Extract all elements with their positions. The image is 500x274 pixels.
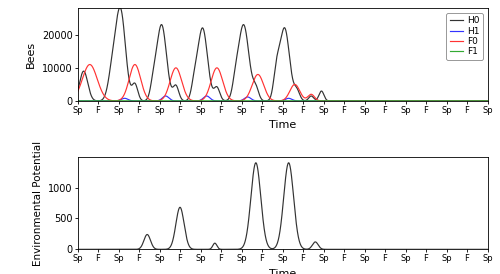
H1 [162,94,168,98]
F0 [250,81,256,84]
H1 [412,99,418,102]
Y-axis label: Environmental Potential: Environmental Potential [32,140,42,266]
Line: H1: H1 [78,96,488,101]
Legend: H0, H1, F0, F1: H0, H1, F0, F1 [446,13,483,60]
F1 [372,99,378,102]
F0 [482,99,488,102]
Line: F0: F0 [78,64,488,101]
H1 [74,99,80,102]
F0 [372,99,378,102]
F0 [74,90,80,93]
H0 [117,6,123,9]
H1 [472,99,478,102]
F1 [246,99,252,102]
F0 [270,98,276,101]
F1 [74,99,80,102]
H1 [372,99,378,102]
X-axis label: Time: Time [269,120,296,130]
F0 [247,89,253,93]
H0 [484,99,490,102]
H0 [452,99,458,102]
F1 [452,99,458,102]
H1 [484,99,490,102]
H1 [250,98,256,102]
F1 [484,99,490,102]
F1 [472,99,478,102]
F1 [250,99,256,102]
H0 [472,99,478,102]
H0 [247,60,253,63]
H0 [250,77,256,80]
H1 [452,99,458,102]
F0 [472,99,478,102]
Line: H0: H0 [78,7,488,101]
F0 [484,99,490,102]
H0 [270,87,276,90]
F0 [452,99,458,102]
F0 [87,63,93,66]
H0 [472,99,478,102]
H0 [74,90,80,93]
H1 [247,96,253,99]
X-axis label: Time: Time [269,269,296,274]
F1 [270,99,276,102]
H1 [270,99,276,102]
H0 [372,99,378,102]
Y-axis label: Bees: Bees [26,41,36,68]
